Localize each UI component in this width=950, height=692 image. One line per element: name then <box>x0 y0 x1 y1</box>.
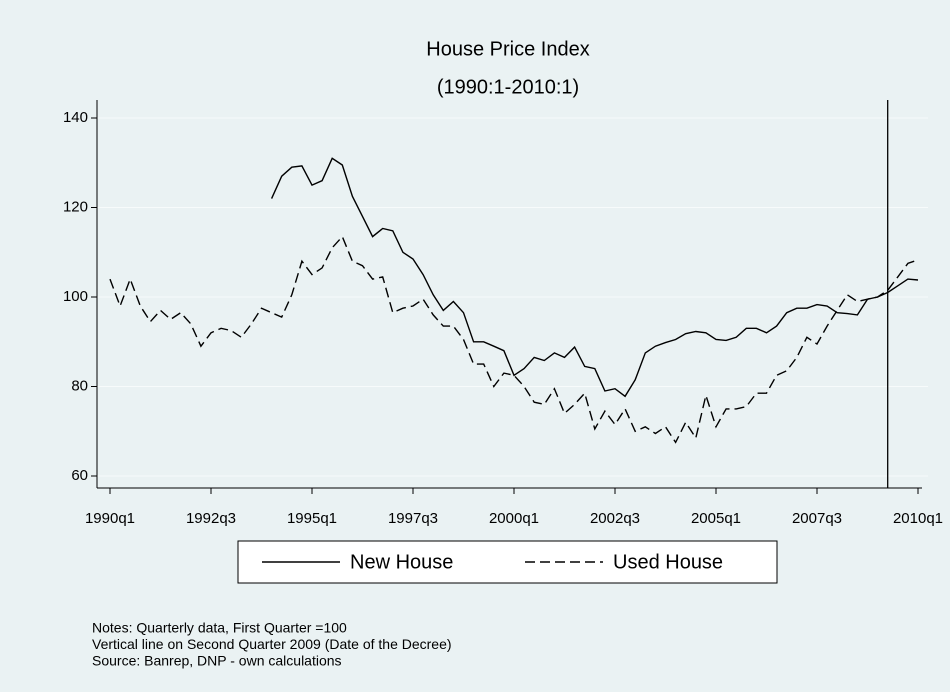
series-line <box>270 157 919 398</box>
note: Vertical line on Second Quarter 2009 (Da… <box>92 636 452 652</box>
chart-title: House Price Index <box>426 38 589 60</box>
note: Source: Banrep, DNP - own calculations <box>92 653 342 669</box>
series-line <box>109 235 919 444</box>
y-tick-label: 80 <box>71 377 88 394</box>
y-tick-label: 120 <box>63 198 88 215</box>
y-tick-label: 60 <box>71 467 88 484</box>
legend-label: Used House <box>613 551 723 573</box>
y-tick-label: 100 <box>63 288 88 305</box>
x-tick-label: 1992q3 <box>186 510 236 527</box>
x-tick-label: 2005q1 <box>691 510 741 527</box>
legend-label: New House <box>350 551 453 573</box>
note: Notes: Quarterly data, First Quarter =10… <box>92 620 347 636</box>
x-tick-label: 2000q1 <box>489 510 539 527</box>
x-tick-label: 2002q3 <box>590 510 640 527</box>
x-tick-label: 1997q3 <box>388 510 438 527</box>
x-tick-label: 1990q1 <box>85 510 135 527</box>
x-tick-label: 1995q1 <box>287 510 337 527</box>
x-tick-label: 2007q3 <box>792 510 842 527</box>
y-tick-label: 140 <box>63 109 88 126</box>
x-tick-label: 2010q1 <box>893 510 943 527</box>
chart-subtitle: (1990:1-2010:1) <box>437 76 579 98</box>
